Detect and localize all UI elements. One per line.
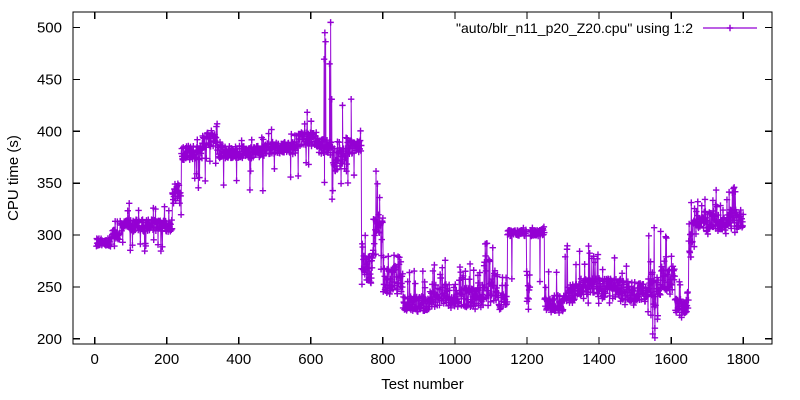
x-axis-title: Test number	[381, 376, 464, 393]
axis-labels: Test number CPU time (s)	[5, 135, 464, 393]
legend: "auto/blr_n11_p20_Z20.cpu" using 1:2	[456, 20, 757, 36]
y-tick-label: 350	[37, 175, 62, 192]
series-markers	[93, 19, 747, 341]
x-tick-label: 1400	[582, 351, 615, 368]
y-tick-label: 400	[37, 123, 62, 140]
y-tick-label: 250	[37, 279, 62, 296]
data-series-points	[93, 19, 747, 341]
plot-frame	[72, 11, 773, 345]
x-tick-label: 0	[90, 351, 98, 368]
y-tick-label: 200	[37, 331, 62, 348]
y-tick-label: 300	[37, 227, 62, 244]
plot-border	[72, 11, 773, 345]
legend-sample-marker	[726, 24, 734, 32]
x-tick-label: 600	[298, 351, 323, 368]
x-tick-label: 1000	[438, 351, 471, 368]
x-tick-label: 800	[370, 351, 395, 368]
x-tick-label: 1600	[654, 351, 687, 368]
axis-ticks: 200 250 300 350 400 450 500 0 200 400 600 800 1000 12…	[37, 12, 772, 368]
y-axis-title: CPU time (s)	[5, 135, 22, 221]
legend-entry-label: "auto/blr_n11_p20_Z20.cpu" using 1:2	[456, 20, 693, 36]
x-tick-label: 200	[154, 351, 179, 368]
x-tick-label: 1800	[726, 351, 759, 368]
y-tick-label: 450	[37, 71, 62, 88]
y-tick-label: 500	[37, 20, 62, 37]
x-tick-label: 400	[226, 351, 251, 368]
x-tick-label: 1200	[510, 351, 543, 368]
